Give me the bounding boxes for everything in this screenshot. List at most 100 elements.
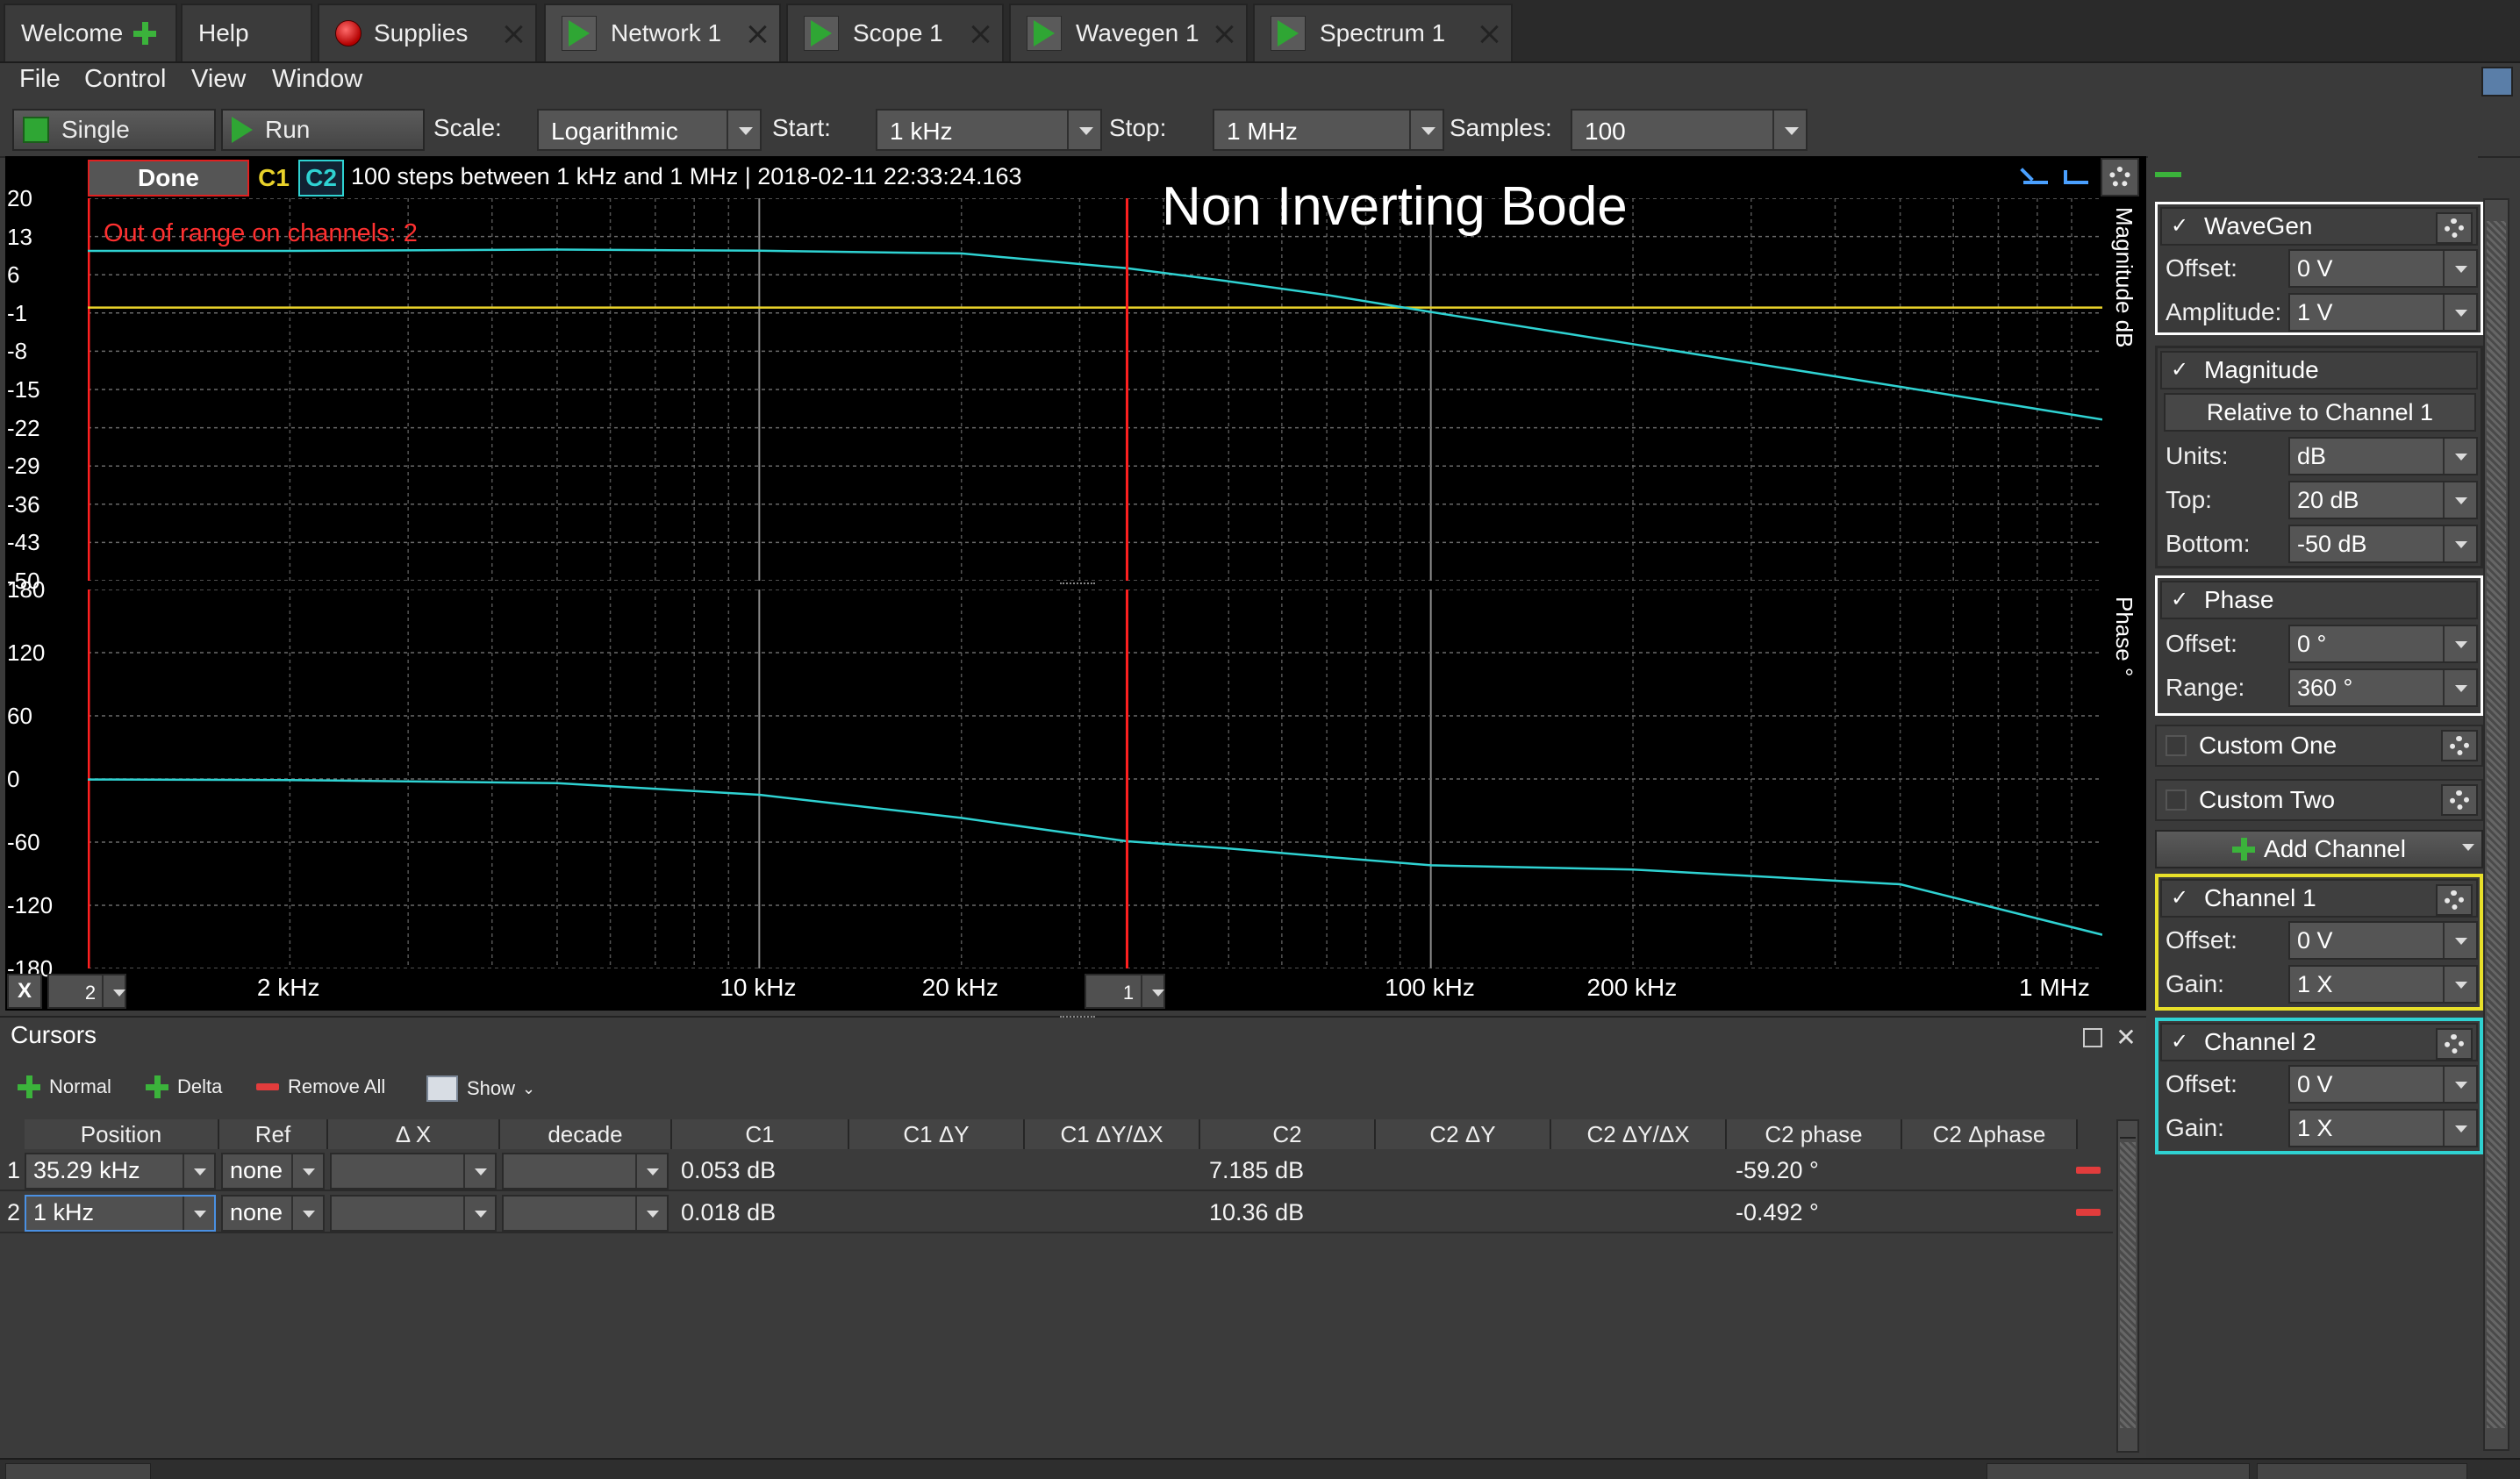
magnitude-header[interactable]: ✓ Magnitude bbox=[2160, 351, 2478, 389]
delta-x-select[interactable] bbox=[330, 1153, 497, 1190]
column-header[interactable]: Δ X bbox=[328, 1119, 500, 1149]
column-header[interactable]: C2 bbox=[1200, 1119, 1376, 1149]
channel1-header[interactable]: ✓ Channel 1 bbox=[2160, 879, 2478, 918]
table-row[interactable] bbox=[0, 1151, 2113, 1191]
decade-select[interactable] bbox=[502, 1195, 669, 1232]
close-tab-icon[interactable] bbox=[1214, 25, 1234, 44]
menu-control[interactable]: Control bbox=[84, 65, 167, 93]
column-header[interactable]: Position bbox=[25, 1119, 219, 1149]
ref-select[interactable]: none bbox=[221, 1153, 325, 1190]
close-tab-icon[interactable] bbox=[504, 25, 523, 44]
panel-scrollbar[interactable] bbox=[2483, 198, 2509, 1451]
ch1-tag[interactable]: C1 bbox=[258, 164, 290, 191]
stop-select[interactable]: 1 MHz bbox=[1213, 109, 1444, 151]
delta-x-select[interactable] bbox=[330, 1195, 497, 1232]
tab-welcome[interactable]: Welcome bbox=[4, 4, 177, 61]
table-scrollbar[interactable] bbox=[2116, 1119, 2139, 1453]
check-icon[interactable]: ✓ bbox=[2171, 214, 2189, 238]
column-header[interactable]: decade bbox=[500, 1119, 672, 1149]
remove-all-cursors-button[interactable]: Remove All bbox=[256, 1075, 385, 1098]
column-header[interactable]: C1 ΔY/ΔX bbox=[1025, 1119, 1200, 1149]
phase-plot[interactable] bbox=[88, 589, 2102, 968]
tab-supplies[interactable]: Supplies bbox=[318, 4, 537, 61]
decade-select[interactable] bbox=[502, 1153, 669, 1190]
checkbox-icon[interactable] bbox=[2166, 790, 2187, 811]
column-header[interactable]: C1 ΔY bbox=[849, 1119, 1025, 1149]
scale-select[interactable]: Logarithmic bbox=[537, 109, 762, 151]
top-select[interactable]: 20 dB bbox=[2288, 481, 2478, 519]
units-select[interactable]: dB bbox=[2288, 437, 2478, 475]
custom-one-gear-icon[interactable] bbox=[2441, 730, 2478, 761]
plot-settings-gear-icon[interactable] bbox=[2101, 158, 2139, 196]
x-axis-button[interactable]: X bbox=[7, 974, 42, 1009]
tab-network[interactable]: Network 1 bbox=[544, 4, 781, 61]
channel2-gain-select[interactable]: 1 X bbox=[2288, 1109, 2478, 1147]
close-tab-icon[interactable] bbox=[1479, 25, 1499, 44]
magnitude-plot[interactable] bbox=[88, 198, 2102, 581]
start-select[interactable]: 1 kHz bbox=[876, 109, 1102, 151]
tab-spectrum[interactable]: Spectrum 1 bbox=[1253, 4, 1513, 61]
menu-file[interactable]: File bbox=[19, 65, 61, 93]
channel2-header[interactable]: ✓ Channel 2 bbox=[2160, 1023, 2478, 1061]
add-normal-cursor-button[interactable]: Normal bbox=[18, 1075, 111, 1098]
pan-icon[interactable] bbox=[2060, 163, 2090, 189]
position-select[interactable]: 35.29 kHz bbox=[25, 1153, 216, 1190]
add-delta-cursor-button[interactable]: Delta bbox=[146, 1075, 222, 1098]
scroll-up-icon[interactable] bbox=[2120, 1123, 2136, 1139]
channel1-offset-select[interactable]: 0 V bbox=[2288, 921, 2478, 960]
wavegen-amplitude-select[interactable]: 1 V bbox=[2288, 293, 2478, 332]
collapse-icon[interactable] bbox=[2155, 172, 2181, 177]
channel2-offset-select[interactable]: 0 V bbox=[2288, 1065, 2478, 1104]
custom-two-header[interactable]: Custom Two bbox=[2155, 779, 2483, 821]
check-icon[interactable]: ✓ bbox=[2171, 886, 2189, 910]
run-button[interactable]: Run bbox=[221, 109, 425, 151]
panel-splitter[interactable] bbox=[1060, 1016, 1095, 1021]
samples-select[interactable]: 100 bbox=[1571, 109, 1808, 151]
x-cursor-select[interactable]: 2 bbox=[47, 974, 126, 1009]
scrollbar-thumb[interactable] bbox=[2120, 1142, 2136, 1428]
phase-header[interactable]: ✓ Phase bbox=[2160, 581, 2478, 619]
checkbox-icon[interactable] bbox=[2166, 735, 2187, 756]
bottom-select[interactable]: -50 dB bbox=[2288, 525, 2478, 563]
custom-two-gear-icon[interactable] bbox=[2441, 784, 2478, 816]
add-tab-icon[interactable] bbox=[133, 22, 157, 45]
position-select[interactable]: 1 kHz bbox=[25, 1195, 216, 1232]
float-panel-icon[interactable] bbox=[2083, 1028, 2102, 1047]
status-manual-trigger[interactable] bbox=[5, 1463, 151, 1479]
wavegen-header[interactable]: ✓ WaveGen bbox=[2160, 207, 2478, 246]
channel2-gear-icon[interactable] bbox=[2436, 1028, 2473, 1060]
cursor-flag-select[interactable]: 1 bbox=[1085, 974, 1165, 1009]
menu-window[interactable]: Window bbox=[272, 65, 363, 93]
wavegen-offset-select[interactable]: 0 V bbox=[2288, 249, 2478, 288]
plot-splitter[interactable] bbox=[1060, 582, 1095, 588]
check-icon[interactable]: ✓ bbox=[2171, 588, 2189, 611]
column-header[interactable]: Ref bbox=[219, 1119, 328, 1149]
relative-channel-button[interactable]: Relative to Channel 1 bbox=[2164, 393, 2476, 432]
phase-offset-select[interactable]: 0 ° bbox=[2288, 625, 2478, 663]
remove-cursor-icon[interactable] bbox=[2076, 1209, 2101, 1216]
tab-help[interactable]: Help bbox=[181, 4, 312, 61]
channel1-gain-select[interactable]: 1 X bbox=[2288, 965, 2478, 1004]
table-row[interactable] bbox=[0, 1193, 2113, 1233]
dock-icon[interactable] bbox=[2481, 67, 2513, 96]
column-header[interactable]: C2 ΔY/ΔX bbox=[1551, 1119, 1727, 1149]
tab-scope[interactable]: Scope 1 bbox=[786, 4, 1004, 61]
add-channel-button[interactable]: Add Channel bbox=[2155, 830, 2483, 868]
column-header[interactable]: C1 bbox=[672, 1119, 849, 1149]
wavegen-gear-icon[interactable] bbox=[2436, 212, 2473, 244]
ch2-tag[interactable]: C2 bbox=[298, 160, 344, 196]
column-header[interactable]: C2 phase bbox=[1727, 1119, 1902, 1149]
show-columns-button[interactable]: Show ⌄ bbox=[426, 1075, 535, 1102]
tab-wavegen[interactable]: Wavegen 1 bbox=[1009, 4, 1248, 61]
column-header[interactable]: C2 Δphase bbox=[1902, 1119, 2078, 1149]
close-tab-icon[interactable] bbox=[970, 25, 990, 44]
menu-view[interactable]: View bbox=[191, 65, 247, 93]
channel1-gear-icon[interactable] bbox=[2436, 884, 2473, 916]
column-header[interactable]: C2 ΔY bbox=[1376, 1119, 1551, 1149]
check-icon[interactable]: ✓ bbox=[2171, 358, 2189, 382]
custom-one-header[interactable]: Custom One bbox=[2155, 725, 2483, 767]
single-button[interactable]: Single bbox=[12, 109, 216, 151]
scrollbar-thumb[interactable] bbox=[2487, 221, 2506, 1428]
remove-cursor-icon[interactable] bbox=[2076, 1167, 2101, 1174]
check-icon[interactable]: ✓ bbox=[2171, 1030, 2189, 1054]
